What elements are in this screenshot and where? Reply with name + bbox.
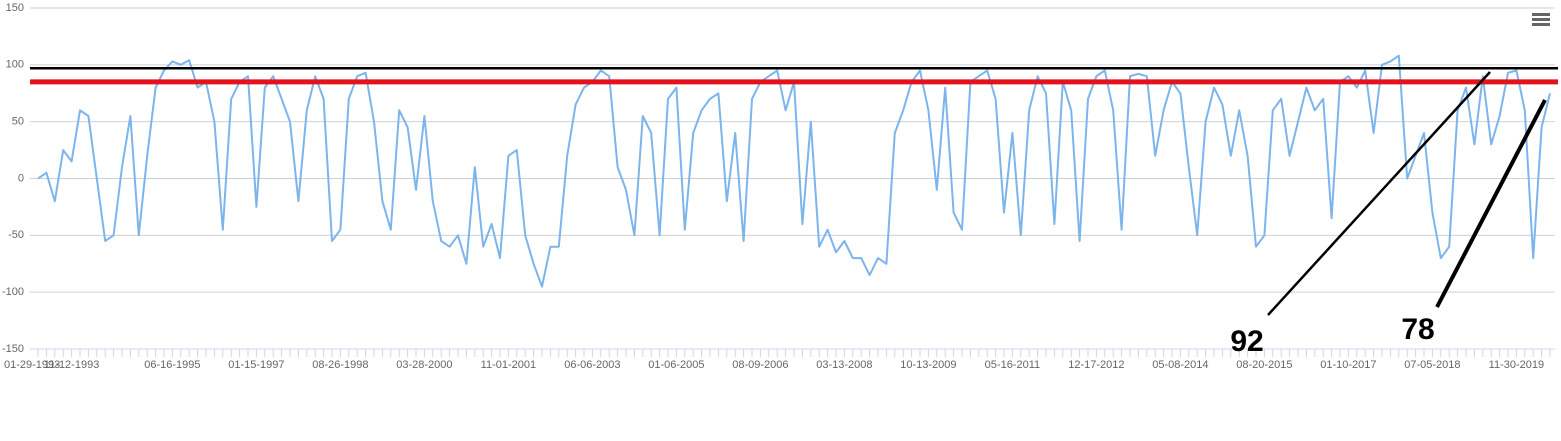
x-tick-label: 05-16-2011 xyxy=(985,359,1040,371)
x-tick-label: 10-13-2009 xyxy=(900,359,956,371)
y-tick-label: 100 xyxy=(6,59,24,71)
annotation-label: 92 xyxy=(1230,325,1263,358)
x-tick-label: 03-13-2008 xyxy=(816,359,872,371)
x-tick-label: 01-29-1993 xyxy=(4,359,60,371)
annotation-label: 78 xyxy=(1401,313,1434,346)
annotation-line xyxy=(1267,71,1491,316)
x-tick-label: 05-08-2014 xyxy=(1152,359,1208,371)
x-tick-label: 11-12-1993 xyxy=(44,359,99,371)
x-tick-label: 11-01-2001 xyxy=(481,359,536,371)
x-tick-label: 06-16-1995 xyxy=(144,359,200,371)
y-tick-label: -50 xyxy=(8,229,24,241)
x-tick-label: 03-28-2000 xyxy=(396,359,452,371)
x-tick-label: 08-20-2015 xyxy=(1236,359,1292,371)
y-tick-label: 50 xyxy=(12,116,24,128)
menu-bar[interactable] xyxy=(1532,23,1550,26)
data-line xyxy=(37,54,1551,288)
x-tick-label: 06-06-2003 xyxy=(564,359,620,371)
x-tick-label: 08-09-2006 xyxy=(732,359,788,371)
x-tick-label: 12-17-2012 xyxy=(1068,359,1124,371)
y-tick-label: 0 xyxy=(18,172,24,184)
y-tick-label: -150 xyxy=(2,343,24,355)
x-tick-label: 01-06-2005 xyxy=(648,359,704,371)
y-tick-label: 150 xyxy=(6,2,24,14)
menu-icon[interactable] xyxy=(1532,13,1550,26)
menu-bar[interactable] xyxy=(1532,13,1550,16)
x-tick-label: 07-05-2018 xyxy=(1404,359,1460,371)
x-tick-label: 11-30-2019 xyxy=(1489,359,1544,371)
annotation-line xyxy=(1435,99,1547,308)
x-tick-label: 01-10-2017 xyxy=(1320,359,1376,371)
menu-bar[interactable] xyxy=(1532,18,1550,21)
x-tick-label: 01-15-1997 xyxy=(228,359,284,371)
x-tick-label: 08-26-1998 xyxy=(312,359,368,371)
y-tick-label: -100 xyxy=(2,286,24,298)
